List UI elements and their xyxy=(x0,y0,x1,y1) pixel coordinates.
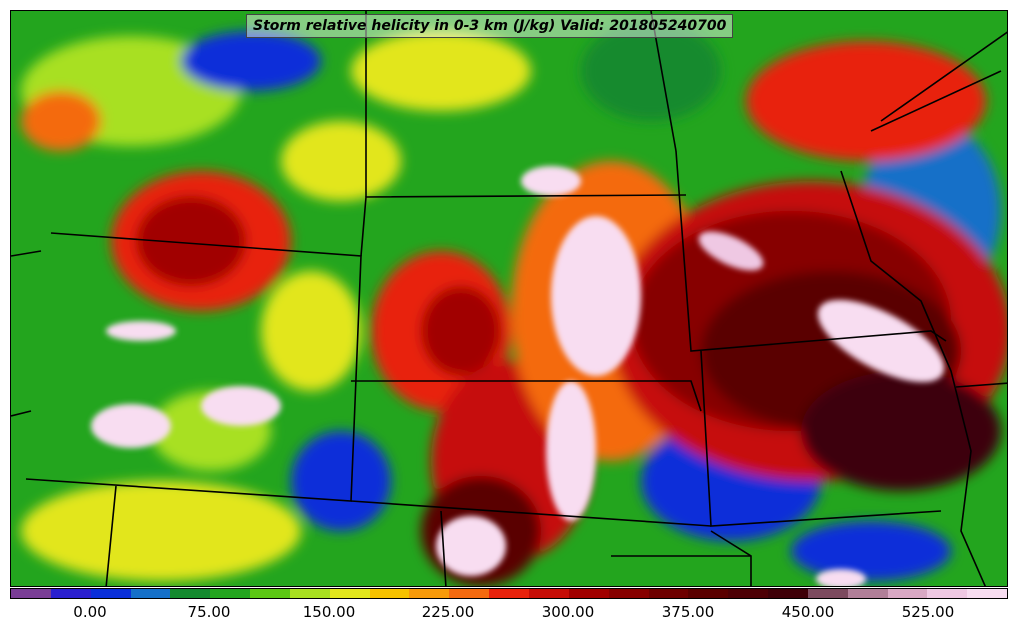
colorbar-tick-label: 525.00 xyxy=(901,603,955,621)
colorbar-segment xyxy=(329,589,370,598)
colorbar-tick-label: 375.00 xyxy=(661,603,715,621)
colorbar-segment xyxy=(608,589,649,598)
colorbar-segment xyxy=(489,589,529,598)
colorbar-segment xyxy=(11,589,51,598)
colorbar-segment xyxy=(648,589,689,598)
colorbar-segment xyxy=(847,589,888,598)
colorbar-segment xyxy=(967,589,1008,598)
colorbar-segment xyxy=(927,589,968,598)
colorbar-segment xyxy=(289,589,330,598)
colorbar-segment xyxy=(369,589,410,598)
colorbar-segment xyxy=(807,589,848,598)
helicity-field xyxy=(11,11,1007,586)
map-title: Storm relative helicity in 0-3 km (J/kg)… xyxy=(246,14,734,38)
colorbar-segment xyxy=(170,589,211,598)
colorbar-tick-label: 300.00 xyxy=(541,603,595,621)
colorbar xyxy=(10,588,1008,599)
colorbar-tick-label: 225.00 xyxy=(421,603,475,621)
colorbar-tick-label: 0.00 xyxy=(73,603,107,621)
colorbar-segment xyxy=(528,589,569,598)
colorbar-segment xyxy=(568,589,609,598)
colorbar-segment xyxy=(90,589,131,598)
colorbar-segment xyxy=(250,589,290,598)
colorbar-segment xyxy=(887,589,928,598)
colorbar-segment xyxy=(50,589,91,598)
colorbar-tick-label: 150.00 xyxy=(302,603,356,621)
colorbar-tick-label: 450.00 xyxy=(781,603,835,621)
colorbar-segment xyxy=(409,589,450,598)
colorbar-segment xyxy=(130,589,171,598)
map-area xyxy=(10,10,1008,587)
colorbar-segment xyxy=(688,589,729,598)
colorbar-tick-label: 75.00 xyxy=(187,603,231,621)
colorbar-segment xyxy=(449,589,490,598)
colorbar-segment xyxy=(728,589,769,598)
colorbar-segment xyxy=(210,589,251,598)
colorbar-segment xyxy=(768,589,808,598)
